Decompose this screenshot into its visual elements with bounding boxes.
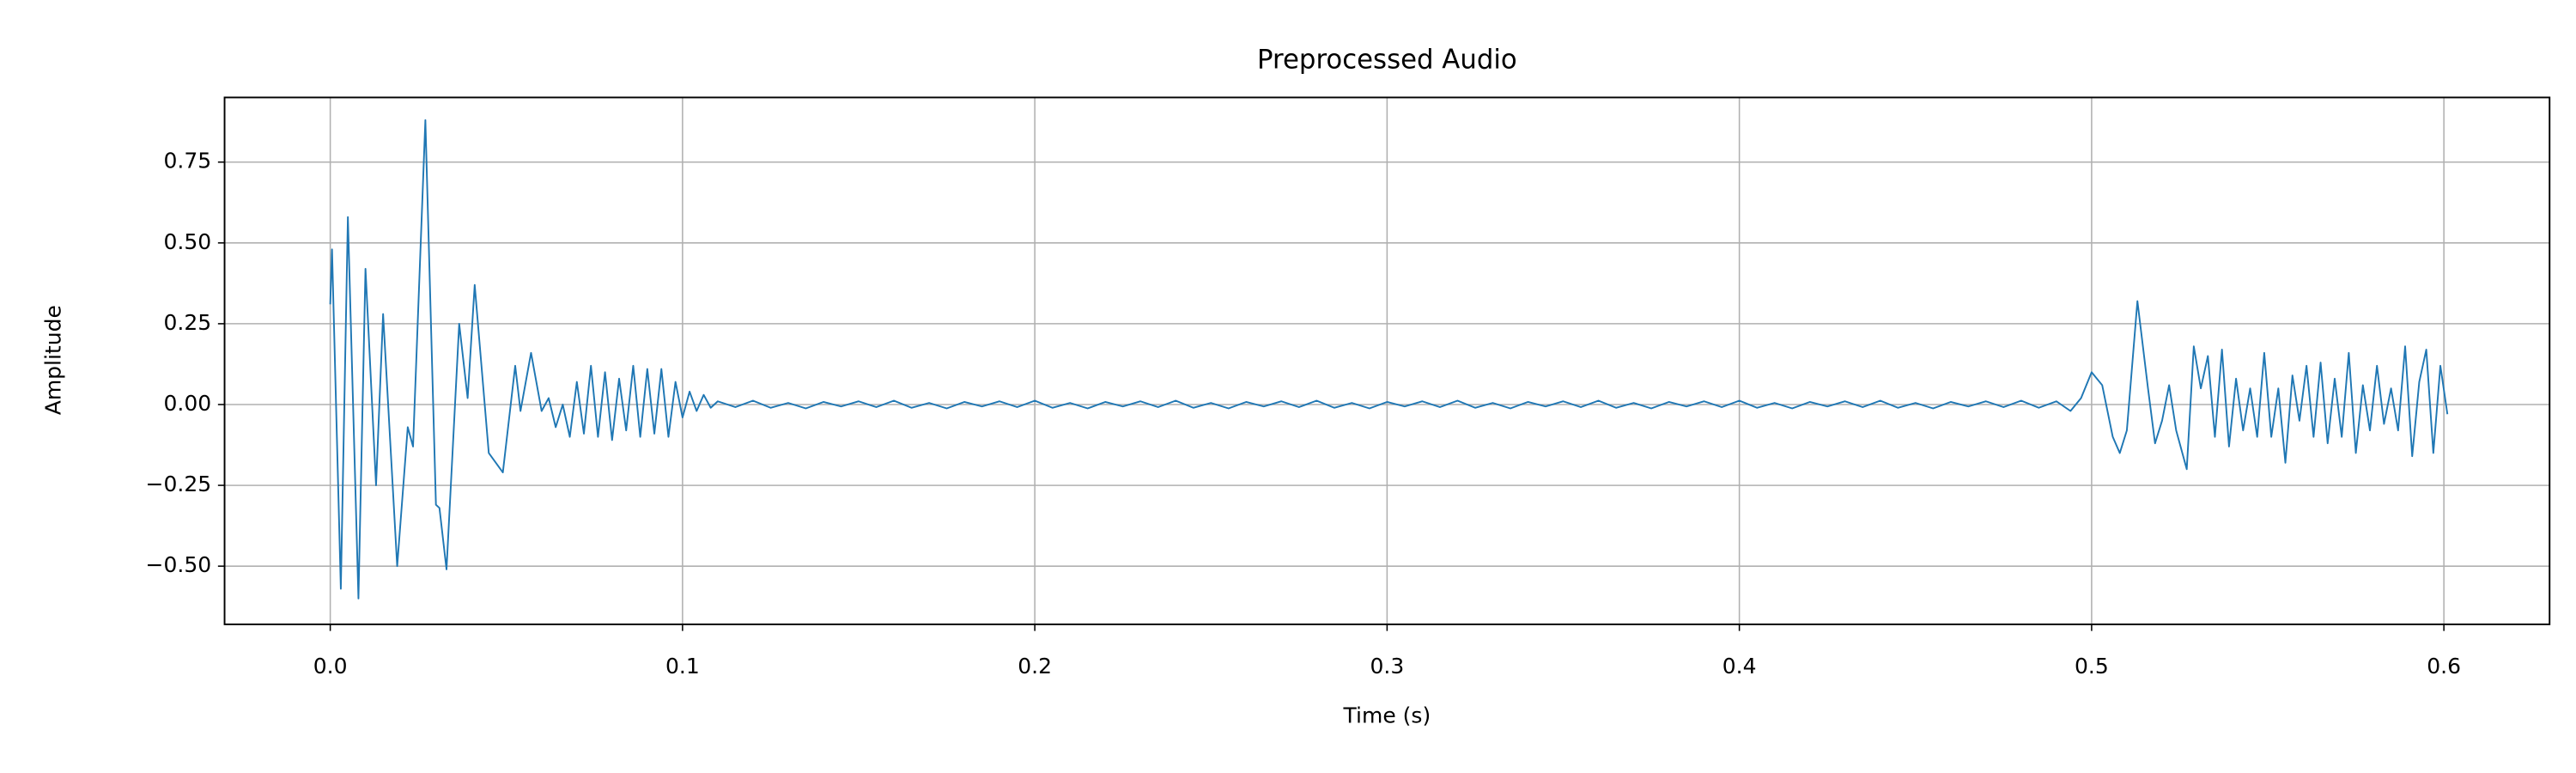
y-tick-label: 0.00: [163, 391, 211, 416]
plot-frame: [223, 96, 2551, 625]
y-tick-label: −0.25: [146, 472, 212, 496]
chart-title: Preprocessed Audio: [1257, 45, 1517, 76]
y-axis-label: Amplitude: [40, 305, 65, 415]
x-tick-label: 0.2: [1018, 654, 1052, 679]
y-tick-label: −0.50: [146, 552, 212, 577]
x-tick-label: 0.6: [2427, 654, 2461, 679]
x-tick-label: 0.3: [1370, 654, 1405, 679]
waveform-line: [329, 119, 2449, 600]
x-tick-label: 0.5: [2075, 654, 2109, 679]
x-tick-label: 0.1: [665, 654, 700, 679]
y-tick-label: 0.50: [163, 229, 211, 254]
x-tick-label: 0.0: [313, 654, 348, 679]
x-axis-label: Time (s): [1343, 703, 1431, 728]
y-tick-label: 0.25: [163, 310, 211, 335]
y-tick-label: 0.75: [163, 149, 211, 173]
x-tick-label: 0.4: [1722, 654, 1757, 679]
